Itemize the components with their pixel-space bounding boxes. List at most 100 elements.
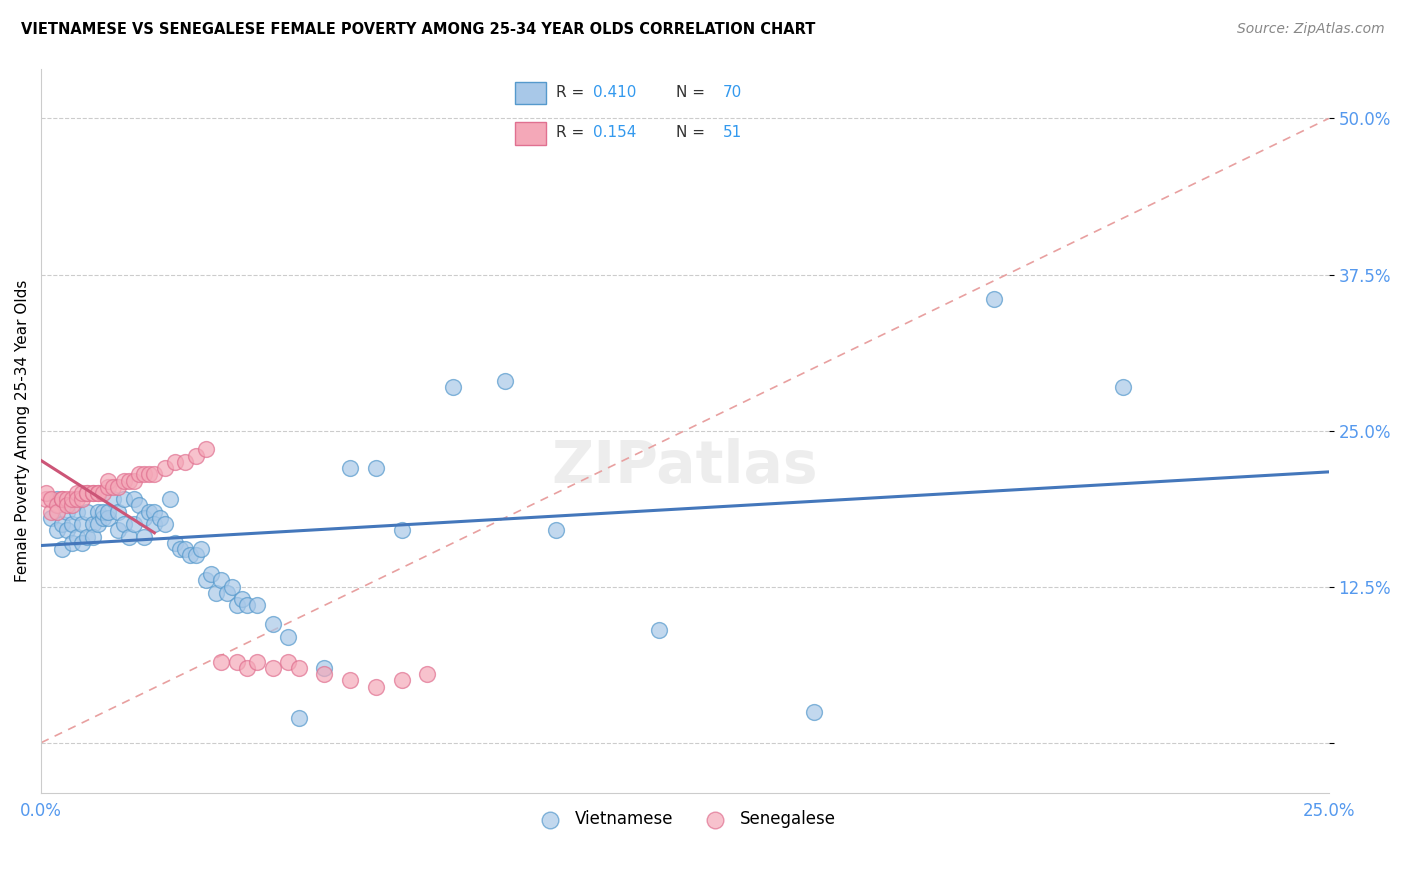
Point	[112, 517, 135, 532]
Point	[441, 380, 464, 394]
Point	[122, 474, 145, 488]
Text: R =: R =	[555, 126, 589, 140]
Point	[184, 549, 207, 563]
Point	[118, 530, 141, 544]
Text: N =: N =	[676, 86, 710, 100]
Point	[221, 580, 243, 594]
Point	[983, 293, 1005, 307]
Point	[60, 492, 83, 507]
Point	[169, 542, 191, 557]
Point	[546, 524, 568, 538]
Point	[66, 492, 89, 507]
Point	[364, 461, 387, 475]
Point	[209, 574, 232, 588]
Point	[87, 505, 110, 519]
Point	[225, 655, 247, 669]
Point	[82, 517, 104, 532]
Point	[51, 517, 73, 532]
Point	[45, 492, 67, 507]
Point	[87, 517, 110, 532]
Point	[51, 542, 73, 557]
Text: VIETNAMESE VS SENEGALESE FEMALE POVERTY AMONG 25-34 YEAR OLDS CORRELATION CHART: VIETNAMESE VS SENEGALESE FEMALE POVERTY …	[21, 22, 815, 37]
Text: R =: R =	[555, 86, 589, 100]
Point	[97, 480, 120, 494]
Point	[262, 617, 284, 632]
Point	[66, 505, 89, 519]
Point	[416, 667, 439, 681]
Point	[236, 599, 259, 613]
Point	[138, 467, 160, 482]
Point	[143, 505, 166, 519]
Point	[246, 655, 269, 669]
Point	[153, 517, 176, 532]
Point	[163, 536, 186, 550]
Point	[76, 530, 98, 544]
Point	[132, 467, 155, 482]
Point	[97, 474, 120, 488]
Point	[122, 517, 145, 532]
Point	[231, 592, 253, 607]
Point	[184, 449, 207, 463]
Point	[56, 492, 79, 507]
Point	[215, 586, 238, 600]
Point	[66, 486, 89, 500]
Point	[87, 486, 110, 500]
Point	[122, 492, 145, 507]
Point	[112, 492, 135, 507]
Point	[45, 499, 67, 513]
Point	[143, 517, 166, 532]
Point	[97, 505, 120, 519]
Point	[391, 673, 413, 688]
Point	[1111, 380, 1133, 394]
Point	[174, 542, 197, 557]
Point	[339, 673, 361, 688]
Text: 70: 70	[723, 86, 742, 100]
Point	[51, 492, 73, 507]
Point	[60, 517, 83, 532]
Point	[60, 499, 83, 513]
Text: 51: 51	[723, 126, 742, 140]
Point	[128, 467, 150, 482]
Point	[236, 661, 259, 675]
Point	[103, 492, 125, 507]
Point	[132, 511, 155, 525]
Point	[194, 442, 217, 457]
Point	[87, 486, 110, 500]
Point	[107, 524, 129, 538]
Point	[128, 499, 150, 513]
Point	[803, 705, 825, 719]
Legend: Vietnamese, Senegalese: Vietnamese, Senegalese	[527, 804, 844, 835]
Point	[174, 455, 197, 469]
Point	[56, 524, 79, 538]
Point	[118, 474, 141, 488]
Point	[132, 530, 155, 544]
Point	[494, 374, 516, 388]
Point	[72, 492, 94, 507]
Text: ZIPatlas: ZIPatlas	[551, 438, 818, 495]
Point	[138, 505, 160, 519]
Point	[72, 517, 94, 532]
Point	[82, 486, 104, 500]
Point	[246, 599, 269, 613]
Point	[41, 492, 63, 507]
Point	[51, 492, 73, 507]
Point	[287, 711, 309, 725]
Point	[648, 624, 671, 638]
Point	[179, 549, 201, 563]
Text: 0.154: 0.154	[593, 126, 636, 140]
Point	[45, 524, 67, 538]
Point	[364, 680, 387, 694]
Text: Source: ZipAtlas.com: Source: ZipAtlas.com	[1237, 22, 1385, 37]
Point	[148, 511, 170, 525]
Point	[41, 511, 63, 525]
Point	[112, 474, 135, 488]
Point	[107, 480, 129, 494]
Text: 0.410: 0.410	[593, 86, 636, 100]
Point	[262, 661, 284, 675]
Point	[103, 480, 125, 494]
Point	[277, 655, 299, 669]
Point	[225, 599, 247, 613]
Point	[91, 486, 114, 500]
Point	[205, 586, 228, 600]
Point	[143, 467, 166, 482]
